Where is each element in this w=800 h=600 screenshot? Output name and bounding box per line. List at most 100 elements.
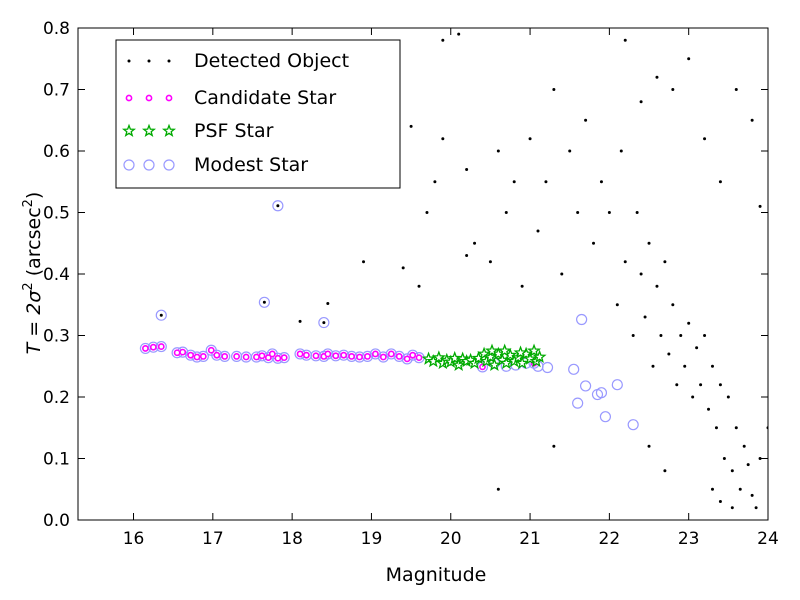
detected-object-point [401,266,405,270]
detected-object-point [679,334,683,337]
detected-object-point [635,211,639,214]
detected-object-point [433,180,437,184]
candidate-star-point [187,351,195,359]
detected-object-point [754,506,758,510]
modest-star-point [272,200,284,212]
detected-object-point [425,211,429,214]
candidate-star-point [149,343,157,351]
candidate-star-point [303,351,310,359]
detected-object-point [707,407,711,411]
detected-object-point [615,303,619,307]
legend-item-candidate: Candidate Star [125,87,336,109]
detected-object-point [710,487,714,491]
candidate-star-point [372,350,379,358]
modest-star-point [318,316,330,329]
y-tick-label: 0.5 [43,204,70,224]
detected-object-point [734,426,738,430]
detected-object-point [710,364,714,368]
candidate-star-point [142,345,149,352]
candidate-star-point [253,353,260,361]
detected-object-point [722,457,726,460]
detected-object-point [746,463,750,467]
detected-object-point [322,321,326,325]
detected-object-point [695,346,699,350]
detected-object-point [159,313,163,317]
psf-star-point [515,355,530,370]
plot-marks [139,32,768,510]
detected-object-point [488,260,492,264]
psf-star-point [513,345,528,359]
detected-object-point [496,487,500,491]
detected-object-point [504,211,508,214]
candidate-star-point [268,350,276,358]
detected-object-point [607,211,611,214]
legend-marker-candidate-glyph [145,94,153,102]
y-axis: 0.0 0.1 0.2 0.3 0.4 0.5 0.6 0.7 0.8 [43,19,768,531]
y-axis-title: T = 2σ2 (arcsec2) [21,192,45,355]
detected-object-point [441,137,445,141]
x-tick-label: 21 [519,529,541,549]
y-tick-label: 0.2 [43,388,70,408]
legend-marker-detected-glyph [127,59,131,63]
legend: Detected Object Candidate Star PSF Star … [115,39,401,189]
candidate-star-point [340,351,348,359]
legend-marker-modest-glyph [143,159,155,171]
y-tick-label: 0.8 [43,19,70,39]
detected-object-point [714,426,718,430]
detected-object-point [758,457,762,460]
detected-object-point [441,38,445,42]
detected-object-point [417,284,421,288]
detected-object-point [592,241,596,245]
candidate-star-point [324,350,332,358]
y-tick-label: 0.4 [43,265,70,285]
candidate-star-point [233,353,241,360]
x-axis: 16 17 18 19 20 21 22 23 24 [123,28,779,549]
psf-star-point [467,355,482,370]
modest-star-point [576,313,588,326]
y-tick-label: 0.3 [43,327,70,347]
x-axis-title: Magnitude [386,564,487,586]
candidate-star-point [242,353,250,361]
detected-object-point [663,260,667,264]
detected-object-point [655,75,659,79]
detected-object-point [718,500,722,504]
candidate-star-point [258,352,266,360]
candidate-star-point [395,353,403,360]
candidate-star-point [213,351,221,359]
detected-object-point [473,241,477,245]
legend-item-psf: PSF Star [121,120,274,142]
candidate-star-point [173,349,181,357]
detected-object-point [619,149,623,153]
candidate-star-point [332,352,340,360]
x-tick-label: 17 [202,529,224,549]
detected-object-point [599,180,603,184]
modest-star-point [369,348,382,360]
legend-marker-candidate [125,94,173,102]
candidate-star-point [415,354,423,362]
legend-marker-detected-glyph [167,59,171,63]
detected-object-point [647,444,651,448]
detected-object-point [465,254,469,258]
legend-label-modest: Modest Star [194,154,308,176]
modest-star-point [579,380,592,392]
legend-item-modest: Modest Star [123,154,308,176]
legend-marker-psf-glyph [141,123,157,137]
candidate-star-point [409,351,417,359]
candidate-star-point [264,354,272,362]
detected-object-point [552,88,556,91]
detected-object-point [560,272,564,276]
legend-box [115,39,401,189]
candidate-star-point [387,350,395,358]
modest-star-point [599,411,612,423]
x-tick-label: 24 [757,529,779,549]
x-tick-label: 23 [678,529,700,549]
y-tick-label: 0.7 [43,81,70,101]
y-tick-label: 0.1 [43,450,70,470]
x-tick-label: 19 [361,529,383,549]
psf-star-point [477,346,492,360]
legend-marker-candidate-glyph [165,94,173,102]
detected-object-point [298,319,302,323]
detected-object-point [576,211,580,214]
